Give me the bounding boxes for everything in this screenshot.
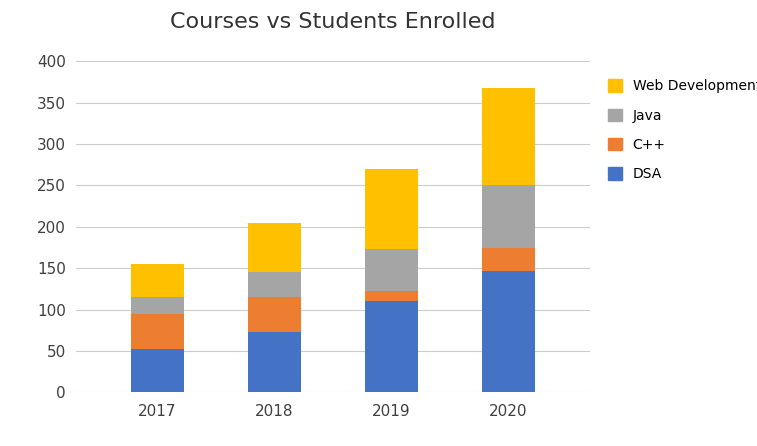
Bar xyxy=(365,169,418,249)
Bar xyxy=(482,186,535,248)
Bar xyxy=(482,88,535,186)
Bar xyxy=(248,332,301,392)
Bar xyxy=(248,273,301,297)
Bar xyxy=(248,223,301,273)
Bar xyxy=(248,297,301,332)
Legend: Web Development, Java, C++, DSA: Web Development, Java, C++, DSA xyxy=(608,79,757,181)
Bar xyxy=(131,297,184,314)
Bar xyxy=(482,248,535,271)
Title: Courses vs Students Enrolled: Courses vs Students Enrolled xyxy=(170,12,496,32)
Bar xyxy=(365,291,418,301)
Bar xyxy=(365,301,418,392)
Bar xyxy=(131,264,184,297)
Bar xyxy=(131,349,184,392)
Bar xyxy=(131,314,184,349)
Bar xyxy=(482,271,535,392)
Bar xyxy=(365,249,418,291)
